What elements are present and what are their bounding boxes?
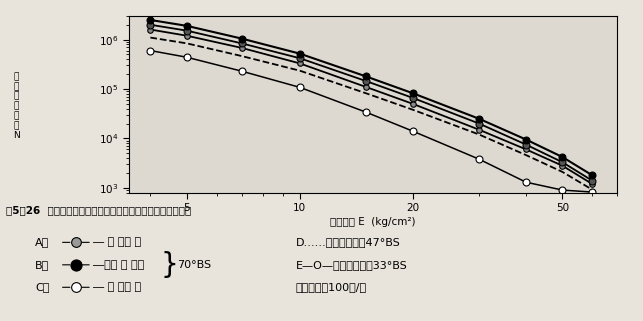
Text: ―高耐 磨 炭黑: ―高耐 磨 炭黑	[93, 260, 145, 270]
Text: B－: B－	[35, 260, 50, 270]
Text: ― 灯 烟炭 黑: ― 灯 烟炭 黑	[93, 282, 141, 292]
Text: }: }	[161, 251, 179, 279]
Text: 疲
劳
寿
命
次
数
N: 疲 劳 寿 命 次 数 N	[13, 72, 19, 140]
Text: D……未填充硫化腠47°BS: D……未填充硫化腠47°BS	[296, 237, 401, 247]
Text: 形变频率：100次/分: 形变频率：100次/分	[296, 282, 367, 292]
Text: A－: A－	[35, 237, 50, 247]
Text: 70°BS: 70°BS	[177, 260, 211, 270]
Text: C－: C－	[35, 282, 50, 292]
X-axis label: 形变储能 E  (kg/cm²): 形变储能 E (kg/cm²)	[331, 217, 415, 227]
Text: E—O—未填充硫化腠33°BS: E—O—未填充硫化腠33°BS	[296, 260, 408, 270]
Text: 图5！26  含炭黑的天然硫化胶试样形变储能与疲劳寿命的关系: 图5！26 含炭黑的天然硫化胶试样形变储能与疲劳寿命的关系	[6, 205, 192, 215]
Text: ― 槽 法炭 黑: ― 槽 法炭 黑	[93, 237, 141, 247]
